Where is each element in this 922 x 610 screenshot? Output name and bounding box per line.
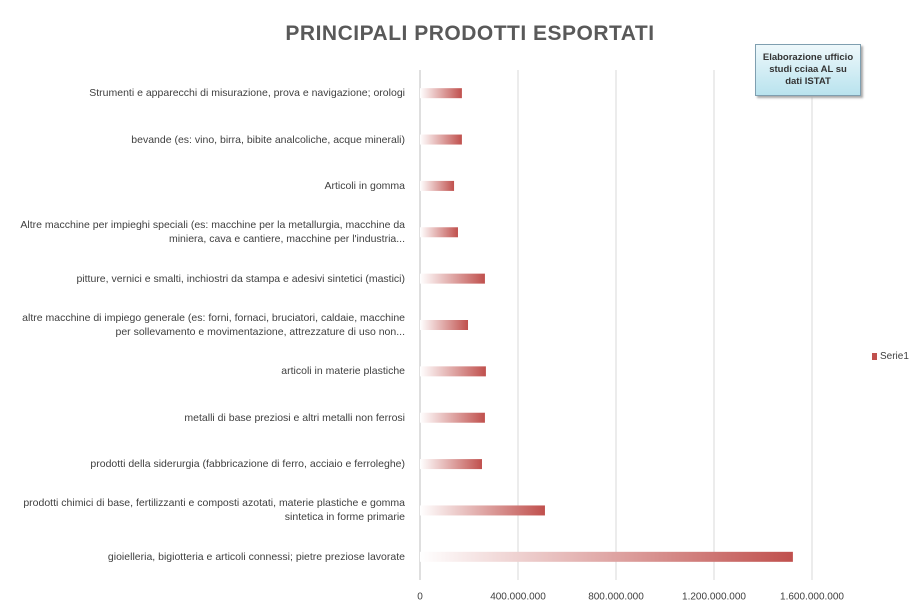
x-tick-label: 0 (417, 592, 423, 603)
y-tick-label: gioielleria, bigiotteria e articoli conn… (107, 550, 405, 563)
y-tick-label: prodotti della siderurgia (fabbricazione… (90, 458, 405, 471)
bar (420, 134, 462, 145)
chart-title: PRINCIPALI PRODOTTI ESPORTATI (285, 22, 655, 45)
bar (420, 366, 486, 377)
legend: Serie1 (872, 351, 909, 362)
annotation: Elaborazione ufficio studi cciaa AL su d… (755, 44, 861, 96)
x-tick-label: 1.600.000.000 (780, 592, 844, 603)
bar (420, 459, 482, 470)
y-tick-label: bevande (es: vino, birra, bibite analcol… (131, 133, 405, 146)
x-tick-label: 1.200.000.000 (682, 592, 746, 603)
bar (420, 180, 455, 191)
legend-swatch (872, 353, 877, 360)
bar (420, 551, 793, 562)
y-tick-label: pitture, vernici e smalti, inchiostri da… (76, 272, 405, 285)
bar (420, 412, 485, 423)
bar (420, 227, 458, 238)
bar (420, 505, 545, 516)
legend-label: Serie1 (880, 351, 909, 362)
bar (420, 320, 469, 330)
bar (420, 88, 462, 99)
bar (420, 273, 485, 284)
y-tick-label: prodotti chimici di base, fertilizzanti … (23, 497, 405, 524)
y-tick-label: altre macchine di impiego generale (es: … (22, 312, 405, 338)
y-tick-label: Altre macchine per impieghi speciali (es… (20, 219, 405, 246)
y-tick-label: Strumenti e apparecchi di misurazione, p… (89, 87, 405, 100)
y-tick-label: metalli di base preziosi e altri metalli… (184, 411, 405, 424)
y-tick-label: Articoli in gomma (324, 179, 405, 192)
x-tick-label: 800.000.000 (588, 592, 644, 603)
y-tick-label: articoli in materie plastiche (281, 365, 405, 378)
x-tick-label: 400.000.000 (490, 592, 546, 603)
